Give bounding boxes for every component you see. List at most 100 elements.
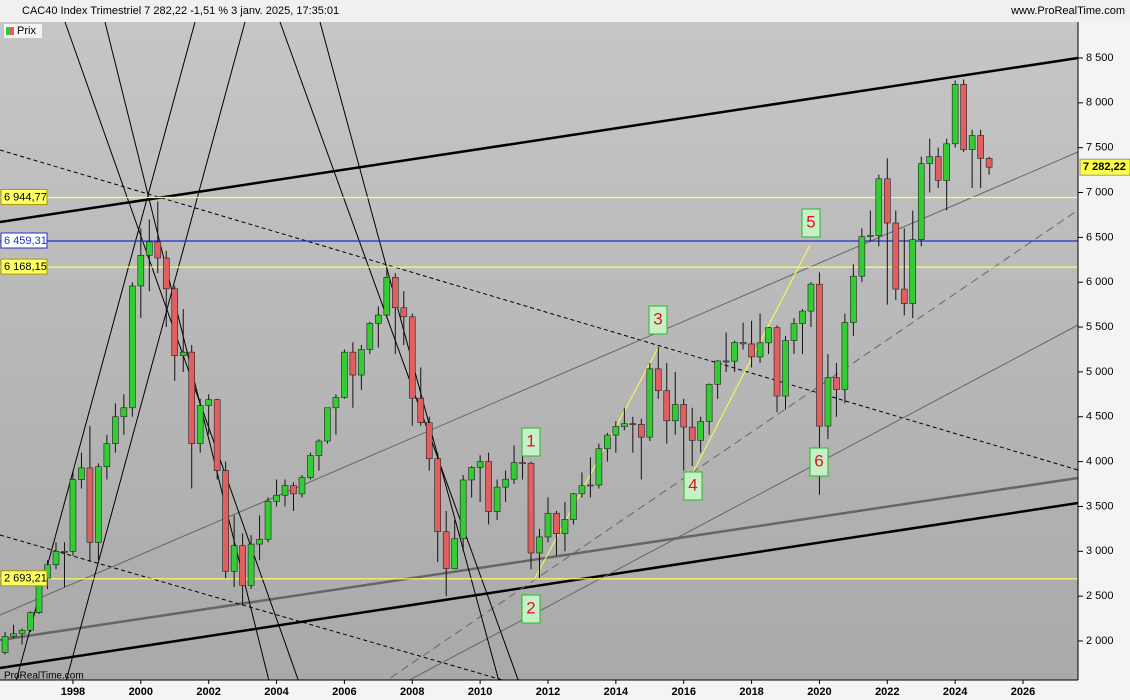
- footer: ProRealTime.com: [4, 671, 84, 682]
- trendline: [0, 149, 1078, 471]
- candle-body: [222, 470, 229, 572]
- candle-body: [917, 163, 925, 240]
- x-tick-label: 1998: [61, 686, 85, 698]
- candle-body: [196, 405, 204, 444]
- candle-body: [1, 636, 9, 653]
- candle-body: [578, 485, 586, 495]
- candle-body: [408, 316, 416, 399]
- candle-body: [281, 485, 289, 496]
- candle-body: [816, 283, 823, 427]
- wave-label: 3: [653, 309, 662, 328]
- candle-body: [722, 360, 730, 363]
- x-tick-label: 2012: [536, 686, 560, 698]
- y-axis-panel: [1078, 22, 1130, 700]
- level-label: 2 693,21: [4, 573, 47, 585]
- y-tick-label: 5 500: [1086, 321, 1114, 333]
- candle-body: [985, 158, 993, 168]
- candle-body: [417, 397, 425, 423]
- wave-label: 5: [806, 212, 815, 231]
- legend-swatch: [6, 27, 10, 35]
- x-tick-label: 2022: [875, 686, 899, 698]
- candle-body: [145, 241, 153, 256]
- candle-body: [765, 327, 772, 344]
- candle-body: [519, 462, 526, 464]
- candle-body: [307, 455, 314, 478]
- wave-box: [683, 471, 703, 501]
- candle-body: [943, 143, 950, 181]
- candle-body: [120, 407, 128, 418]
- candle-body: [179, 351, 187, 357]
- level-label-box: [0, 232, 48, 249]
- candle-body: [358, 349, 365, 376]
- candle-body: [324, 407, 331, 442]
- candle-body: [867, 235, 874, 237]
- x-tick-label: 2008: [400, 686, 424, 698]
- candle-body: [570, 493, 577, 520]
- trendline: [386, 209, 1078, 680]
- candle-body: [78, 467, 85, 480]
- candle-body: [671, 404, 679, 422]
- candle-body: [824, 377, 832, 427]
- wave-box: [809, 447, 829, 477]
- candle-body: [188, 351, 196, 444]
- candle-body: [739, 342, 747, 345]
- candle-body: [773, 327, 781, 397]
- candle-body: [10, 633, 17, 637]
- candle-body: [264, 500, 272, 540]
- candle-body: [213, 399, 221, 471]
- candle-body: [230, 545, 238, 572]
- x-tick-label: 2002: [196, 686, 220, 698]
- candle-body: [646, 368, 654, 438]
- candle-body: [332, 397, 340, 409]
- candle-body: [375, 314, 382, 324]
- candle-body: [27, 612, 34, 631]
- candle-body: [442, 531, 450, 569]
- wave-label: 2: [526, 598, 535, 617]
- candle-body: [858, 236, 866, 277]
- y-tick-label: 4 500: [1086, 411, 1114, 423]
- x-tick-label: 2014: [604, 686, 629, 698]
- candle-body: [154, 241, 162, 259]
- wave-box: [521, 594, 541, 624]
- x-tick-label: 2020: [807, 686, 831, 698]
- last-price-box: [1079, 158, 1130, 176]
- candle-body: [205, 399, 212, 406]
- wave-box: [648, 305, 668, 335]
- x-tick-label: 2000: [129, 686, 153, 698]
- candle-body: [909, 239, 917, 304]
- header-bar: [0, 0, 1130, 22]
- candle-body: [782, 340, 789, 397]
- level-label-box: [0, 570, 48, 587]
- trendline: [408, 324, 1078, 680]
- candle-body: [680, 404, 688, 428]
- candle-body: [892, 222, 900, 290]
- candle-body: [536, 536, 543, 554]
- candle-body: [112, 416, 119, 444]
- y-tick-label: 2 000: [1086, 635, 1114, 647]
- candle-body: [951, 84, 959, 145]
- candle-body: [799, 310, 806, 324]
- candle-body: [934, 156, 942, 181]
- candle-body: [544, 512, 552, 538]
- candle-body: [315, 440, 323, 456]
- candle-body: [604, 434, 611, 450]
- legend-swatch: [10, 27, 14, 35]
- x-tick-label: 2010: [468, 686, 492, 698]
- candle-body: [476, 461, 484, 468]
- trendline: [0, 56, 1078, 224]
- y-tick-label: 7 500: [1086, 142, 1114, 154]
- candle-body: [485, 461, 492, 512]
- candle-body: [290, 485, 297, 495]
- candle-body: [833, 377, 840, 390]
- candle-body: [850, 275, 857, 323]
- x-tick-label: 2018: [739, 686, 763, 698]
- candle-body: [663, 390, 671, 422]
- y-tick-label: 3 500: [1086, 500, 1114, 512]
- y-tick-label: 6 000: [1086, 276, 1114, 288]
- candle-body: [561, 519, 569, 535]
- candle-body: [383, 277, 391, 316]
- candle-body: [61, 550, 68, 553]
- wave-box: [801, 208, 821, 238]
- level-label: 6 944,77: [4, 191, 47, 203]
